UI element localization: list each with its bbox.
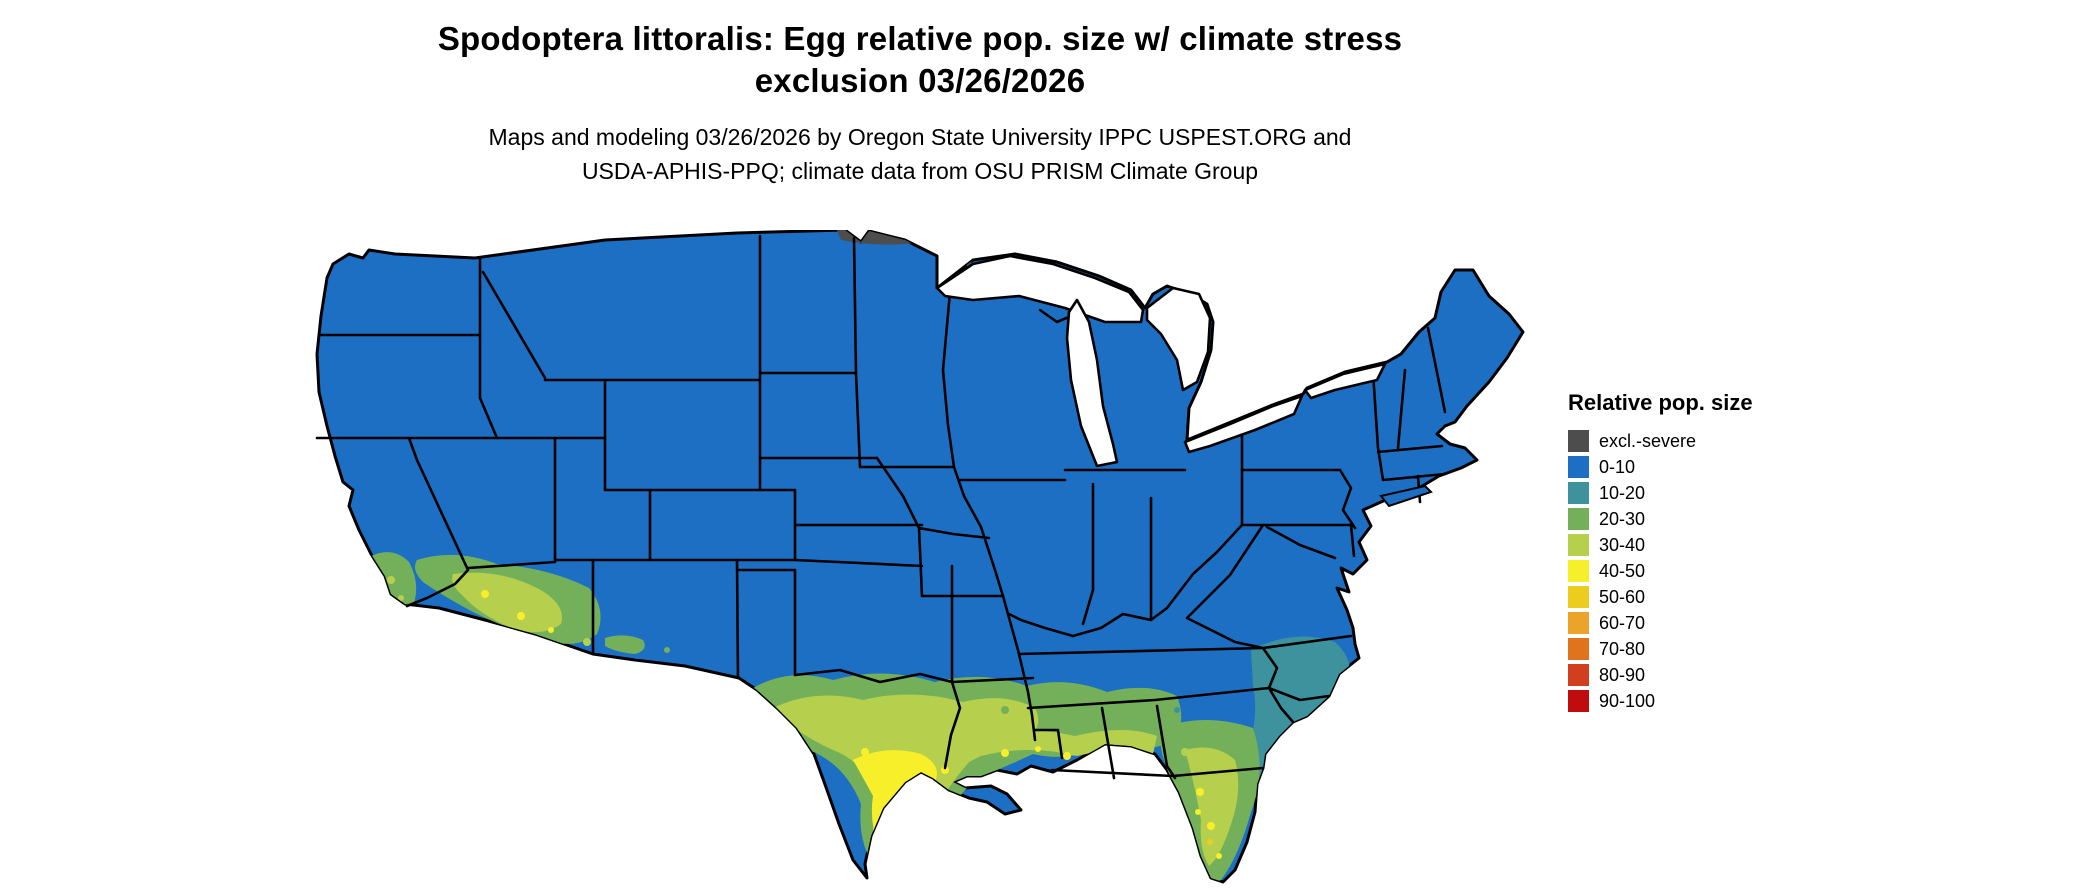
lake-michigan: [1065, 298, 1119, 468]
legend-item: 60-70: [1568, 610, 1888, 636]
legend-item: 20-30: [1568, 506, 1888, 532]
legend-title: Relative pop. size: [1568, 390, 1753, 415]
legend-color-swatch: [1568, 664, 1589, 686]
lake-erie: [1183, 394, 1304, 454]
long-island: [1379, 484, 1433, 508]
legend-item-label: 60-70: [1599, 613, 1646, 633]
legend-color-swatch: [1568, 430, 1589, 452]
legend-item: 30-40: [1568, 532, 1888, 558]
legend-item: 90-100: [1568, 688, 1888, 714]
legend-color-swatch: [1568, 612, 1589, 634]
subtitle-line-1: Maps and modeling 03/26/2026 by Oregon S…: [488, 124, 1352, 150]
legend-color-swatch: [1568, 456, 1589, 478]
legend-item-label: 10-20: [1599, 483, 1646, 503]
legend-item: 40-50: [1568, 558, 1888, 584]
legend-color-swatch: [1568, 508, 1589, 530]
lake-superior: [935, 254, 1145, 324]
great-lakes: [935, 254, 1387, 468]
legend-item-label: 50-60: [1599, 587, 1646, 607]
subtitle-line-2: USDA-APHIS-PPQ; climate data from OSU PR…: [581, 158, 1259, 184]
title-line-2: exclusion 03/26/2026: [754, 62, 1086, 99]
population-hotspots: [371, 552, 1350, 882]
us-map: [305, 230, 1525, 890]
map-attribution: Maps and modeling 03/26/2026 by Oregon S…: [0, 120, 1840, 188]
legend-item: 10-20: [1568, 480, 1888, 506]
map-legend: Relative pop. size excl.-severe 0-10 10-20…: [1568, 390, 1888, 714]
legend-item: 80-90: [1568, 662, 1888, 688]
legend-item-label: 40-50: [1599, 561, 1646, 581]
page-title: Spodoptera littoralis: Egg relative pop.…: [0, 18, 1840, 102]
legend-item-label: 20-30: [1599, 509, 1646, 529]
legend-items: excl.-severe 0-10 10-20 20-30 30-40 40-50 50-6…: [1568, 428, 1888, 714]
legend-color-swatch: [1568, 690, 1589, 712]
legend-color-swatch: [1568, 638, 1589, 660]
legend-color-swatch: [1568, 586, 1589, 608]
state-borders: [315, 234, 1447, 780]
legend-color-swatch: [1568, 560, 1589, 582]
title-line-1: Spodoptera littoralis: Egg relative pop.…: [437, 20, 1403, 57]
lake-huron: [1145, 286, 1212, 392]
legend-item: excl.-severe: [1568, 428, 1888, 454]
legend-item-label: 30-40: [1599, 535, 1646, 555]
legend-item-label: excl.-severe: [1599, 431, 1697, 451]
legend-item-label: 0-10: [1599, 457, 1636, 477]
legend-item: 70-80: [1568, 636, 1888, 662]
legend-item: 50-60: [1568, 584, 1888, 610]
legend-color-swatch: [1568, 482, 1589, 504]
legend-color-swatch: [1568, 534, 1589, 556]
legend-item-label: 70-80: [1599, 639, 1646, 659]
legend-item: 0-10: [1568, 454, 1888, 480]
legend-item-label: 90-100: [1599, 691, 1656, 711]
lake-ontario: [1303, 362, 1387, 400]
legend-item-label: 80-90: [1599, 665, 1646, 685]
